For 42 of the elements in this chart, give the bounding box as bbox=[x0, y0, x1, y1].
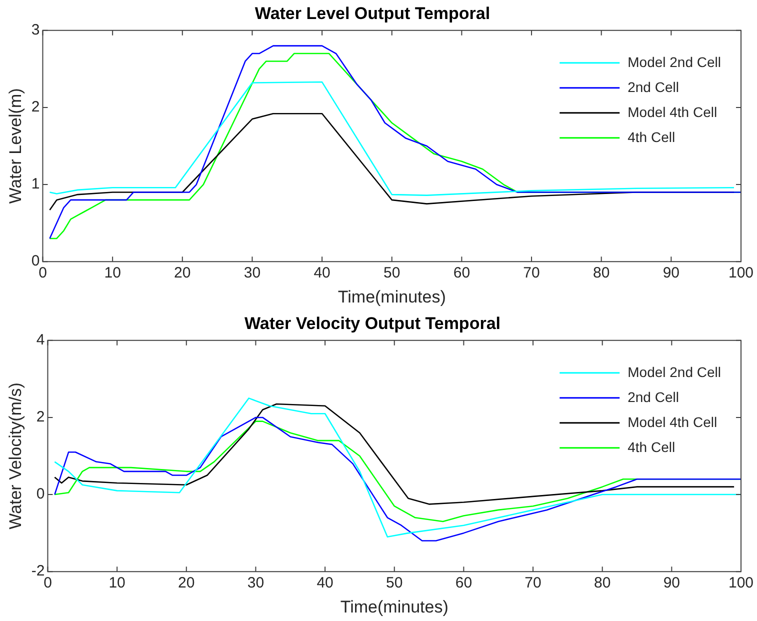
x-tick-label: 30 bbox=[247, 574, 264, 592]
y-tick-label: 2 bbox=[31, 98, 40, 116]
chart-title: Water Velocity Output Temporal bbox=[244, 314, 500, 333]
legend-label: Model 2nd Cell bbox=[628, 364, 722, 380]
x-tick-label: 40 bbox=[316, 574, 334, 592]
legend-label: Model 4th Cell bbox=[628, 414, 718, 430]
y-tick-label: -2 bbox=[31, 562, 45, 580]
x-tick-label: 90 bbox=[662, 264, 680, 282]
x-tick-label: 60 bbox=[453, 264, 470, 282]
x-tick-label: 70 bbox=[524, 574, 542, 592]
x-tick-label: 70 bbox=[523, 264, 540, 282]
y-tick-label: 1 bbox=[31, 176, 40, 193]
x-tick-label: 20 bbox=[178, 574, 195, 592]
y-axis-title: Water Velocity(m/s) bbox=[6, 382, 25, 530]
y-tick-label: 4 bbox=[36, 332, 45, 349]
x-tick-label: 50 bbox=[386, 574, 403, 592]
legend-label: 4th Cell bbox=[628, 128, 676, 145]
y-tick-label: 2 bbox=[36, 408, 45, 426]
x-tick-label: 10 bbox=[108, 574, 126, 592]
x-tick-label: 100 bbox=[728, 264, 754, 282]
x-tick-label: 40 bbox=[314, 264, 330, 282]
x-tick-label: 30 bbox=[244, 264, 261, 282]
y-tick-label: 0 bbox=[36, 486, 45, 503]
x-tick-label: 100 bbox=[728, 574, 754, 592]
x-tick-label: 10 bbox=[104, 264, 121, 282]
x-tick-label: 80 bbox=[594, 574, 611, 592]
x-axis-title: Time(minutes) bbox=[340, 597, 448, 616]
legend-label: 4th Cell bbox=[628, 438, 676, 455]
x-tick-label: 20 bbox=[174, 264, 191, 282]
x-tick-label: 80 bbox=[593, 264, 610, 282]
chart-title: Water Level Output Temporal bbox=[254, 4, 490, 23]
legend-label: 2nd Cell bbox=[628, 388, 679, 405]
y-tick-label: 3 bbox=[31, 22, 40, 39]
legend-label: Model 4th Cell bbox=[628, 104, 718, 120]
x-axis-title: Time(minutes) bbox=[338, 287, 446, 306]
x-tick-label: 60 bbox=[455, 574, 472, 592]
legend-label: Model 2nd Cell bbox=[628, 54, 722, 70]
legend-label: 2nd Cell bbox=[628, 78, 679, 95]
x-tick-label: 90 bbox=[663, 574, 680, 592]
y-tick-label: 0 bbox=[31, 252, 40, 270]
y-axis-title: Water Level(m) bbox=[6, 88, 25, 204]
x-tick-label: 50 bbox=[384, 264, 400, 282]
